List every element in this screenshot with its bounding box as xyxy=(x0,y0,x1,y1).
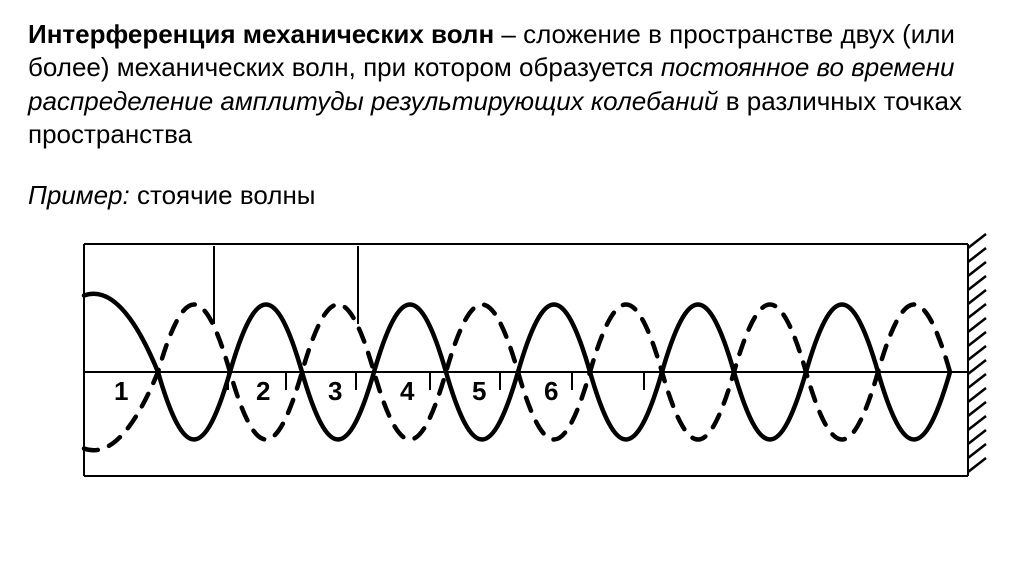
standing-wave-diagram: 1 2 3 4 5 6 xyxy=(28,224,996,480)
axis-number: 5 xyxy=(472,376,486,406)
axis-number: 6 xyxy=(544,376,558,406)
definition-bold: Интерференция механических волн xyxy=(28,19,494,49)
wave-svg: 1 2 3 4 5 6 xyxy=(28,224,996,480)
axis-number: 3 xyxy=(328,376,342,406)
example-label: Пример: xyxy=(28,180,130,210)
axis-number: 1 xyxy=(114,376,128,406)
axis-number: 2 xyxy=(256,376,270,406)
definition-paragraph: Интерференция механических волн – сложен… xyxy=(28,18,996,151)
axis-number: 4 xyxy=(400,376,415,406)
example-text: стоячие волны xyxy=(130,180,316,210)
example-line: Пример: стоячие волны xyxy=(28,179,996,212)
